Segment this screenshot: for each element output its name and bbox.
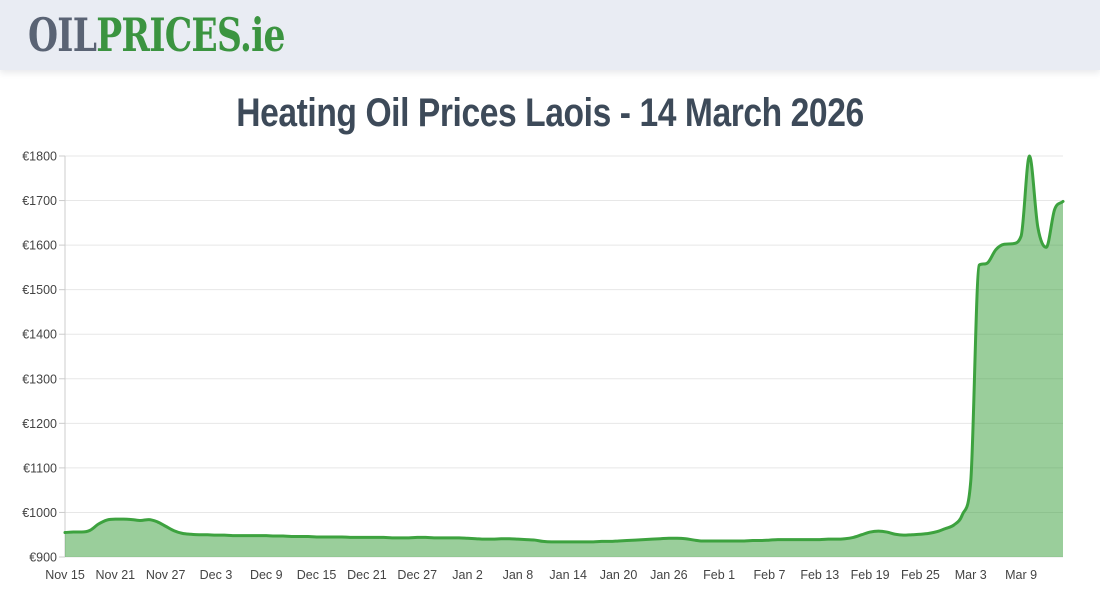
svg-text:Mar 9: Mar 9: [1005, 568, 1037, 582]
svg-text:Dec 21: Dec 21: [347, 568, 387, 582]
page-title: Heating Oil Prices Laois - 14 March 2026: [236, 91, 864, 135]
price-area-fill: [65, 156, 1063, 557]
logo-text-ie: .ie: [239, 8, 286, 62]
svg-text:Jan 8: Jan 8: [503, 568, 534, 582]
svg-text:Feb 1: Feb 1: [703, 568, 735, 582]
svg-text:€1600: €1600: [22, 239, 57, 253]
svg-text:€1100: €1100: [23, 461, 57, 475]
site-header: OILPRICES.ie: [0, 0, 1100, 70]
svg-text:Dec 9: Dec 9: [250, 568, 283, 582]
svg-text:Dec 15: Dec 15: [297, 568, 337, 582]
svg-text:Nov 21: Nov 21: [96, 568, 136, 582]
svg-text:Jan 20: Jan 20: [600, 568, 638, 582]
svg-text:Jan 2: Jan 2: [452, 568, 483, 582]
price-line: [63, 154, 1065, 544]
svg-text:Feb 7: Feb 7: [753, 568, 785, 582]
y-axis-labels: €900 €1000 €1100 €1200 €1300 €1400 €1500 €1600 €…: [22, 150, 57, 565]
svg-text:€1300: €1300: [22, 372, 57, 386]
svg-text:Feb 19: Feb 19: [851, 568, 890, 582]
svg-text:€1200: €1200: [22, 417, 57, 431]
logo-text-prices: PRICES: [96, 8, 240, 62]
x-axis-labels: Nov 15 Nov 21 Nov 27 Dec 3 Dec 9 Dec 15 Dec 21…: [45, 568, 1037, 582]
svg-text:Dec 27: Dec 27: [397, 568, 437, 582]
logo-text-oil: OIL: [28, 8, 97, 62]
svg-text:Feb 25: Feb 25: [901, 568, 940, 582]
site-logo[interactable]: OILPRICES.ie: [28, 12, 285, 58]
svg-text:€1400: €1400: [22, 328, 57, 342]
svg-text:Nov 15: Nov 15: [45, 568, 85, 582]
svg-text:€900: €900: [29, 551, 57, 565]
svg-text:€1000: €1000: [22, 506, 57, 520]
svg-text:Nov 27: Nov 27: [146, 568, 186, 582]
svg-text:Mar 3: Mar 3: [955, 568, 987, 582]
svg-text:€1500: €1500: [22, 283, 57, 297]
svg-text:Jan 14: Jan 14: [549, 568, 587, 582]
svg-text:Dec 3: Dec 3: [200, 568, 233, 582]
svg-text:€1700: €1700: [22, 194, 57, 208]
svg-text:Jan 26: Jan 26: [650, 568, 688, 582]
svg-text:Feb 13: Feb 13: [800, 568, 839, 582]
svg-text:€1800: €1800: [22, 150, 57, 164]
y-gridlines: [59, 155, 1063, 558]
